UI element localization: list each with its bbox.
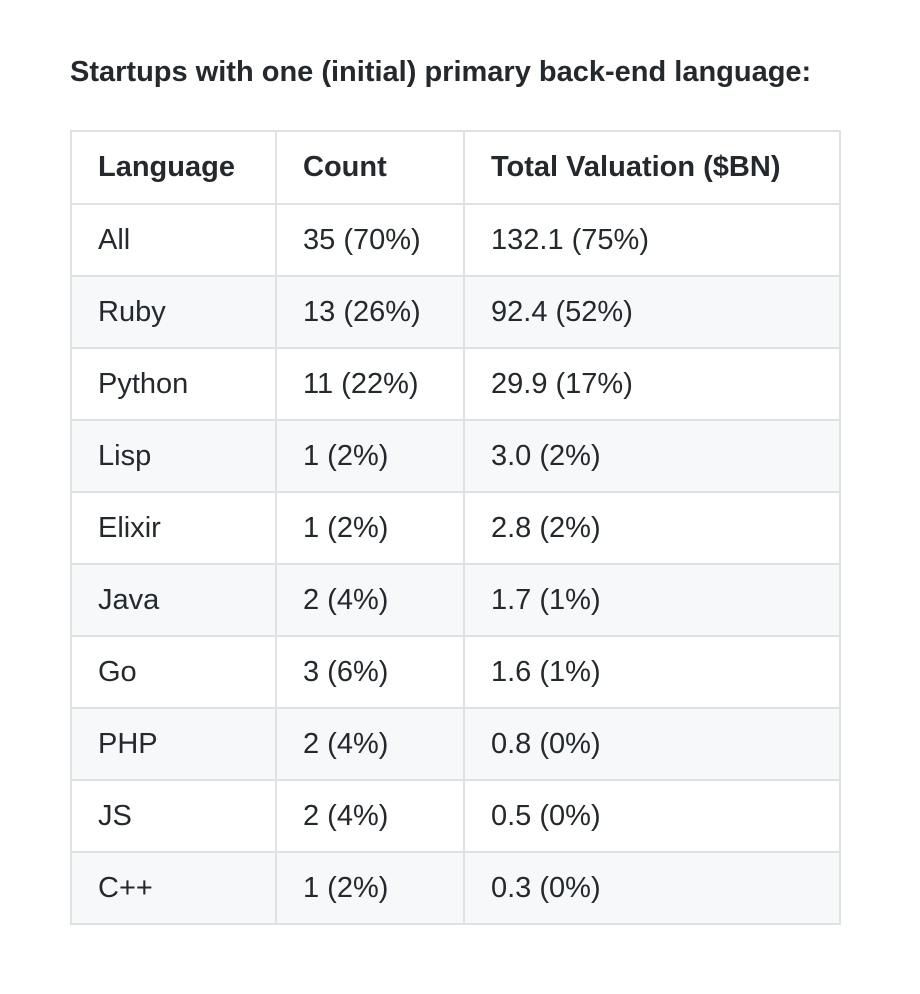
count-cell: 2 (4%)	[275, 707, 465, 781]
count-cell: 1 (2%)	[275, 491, 465, 565]
table-row: Elixir 1 (2%) 2.8 (2%)	[70, 491, 841, 565]
count-cell: 2 (4%)	[275, 779, 465, 853]
language-table: Language Count Total Valuation ($BN) All…	[70, 130, 841, 925]
table-row: Lisp 1 (2%) 3.0 (2%)	[70, 419, 841, 493]
table-heading: Startups with one (initial) primary back…	[70, 56, 812, 88]
count-cell: 3 (6%)	[275, 635, 465, 709]
valuation-cell: 2.8 (2%)	[463, 491, 841, 565]
table-row: Go 3 (6%) 1.6 (1%)	[70, 635, 841, 709]
count-cell: 1 (2%)	[275, 851, 465, 925]
language-cell: Ruby	[70, 275, 277, 349]
valuation-cell: 0.3 (0%)	[463, 851, 841, 925]
table-row: Java 2 (4%) 1.7 (1%)	[70, 563, 841, 637]
language-cell: Java	[70, 563, 277, 637]
column-header-language: Language	[70, 130, 277, 205]
table-header-row: Language Count Total Valuation ($BN)	[70, 130, 841, 205]
table-row: PHP 2 (4%) 0.8 (0%)	[70, 707, 841, 781]
valuation-cell: 1.6 (1%)	[463, 635, 841, 709]
language-cell: Lisp	[70, 419, 277, 493]
table-row: Ruby 13 (26%) 92.4 (52%)	[70, 275, 841, 349]
table-row: Python 11 (22%) 29.9 (17%)	[70, 347, 841, 421]
count-cell: 13 (26%)	[275, 275, 465, 349]
valuation-cell: 132.1 (75%)	[463, 203, 841, 277]
language-cell: PHP	[70, 707, 277, 781]
valuation-cell: 3.0 (2%)	[463, 419, 841, 493]
column-header-count: Count	[275, 130, 465, 205]
table-row: C++ 1 (2%) 0.3 (0%)	[70, 851, 841, 925]
valuation-cell: 0.8 (0%)	[463, 707, 841, 781]
language-cell: Elixir	[70, 491, 277, 565]
language-cell: JS	[70, 779, 277, 853]
column-header-total-valuation: Total Valuation ($BN)	[463, 130, 841, 205]
count-cell: 11 (22%)	[275, 347, 465, 421]
count-cell: 35 (70%)	[275, 203, 465, 277]
valuation-cell: 92.4 (52%)	[463, 275, 841, 349]
count-cell: 2 (4%)	[275, 563, 465, 637]
valuation-cell: 29.9 (17%)	[463, 347, 841, 421]
valuation-cell: 1.7 (1%)	[463, 563, 841, 637]
table-row: JS 2 (4%) 0.5 (0%)	[70, 779, 841, 853]
language-cell: Python	[70, 347, 277, 421]
table-row: All 35 (70%) 132.1 (75%)	[70, 203, 841, 277]
valuation-cell: 0.5 (0%)	[463, 779, 841, 853]
language-cell: All	[70, 203, 277, 277]
language-cell: C++	[70, 851, 277, 925]
count-cell: 1 (2%)	[275, 419, 465, 493]
language-cell: Go	[70, 635, 277, 709]
